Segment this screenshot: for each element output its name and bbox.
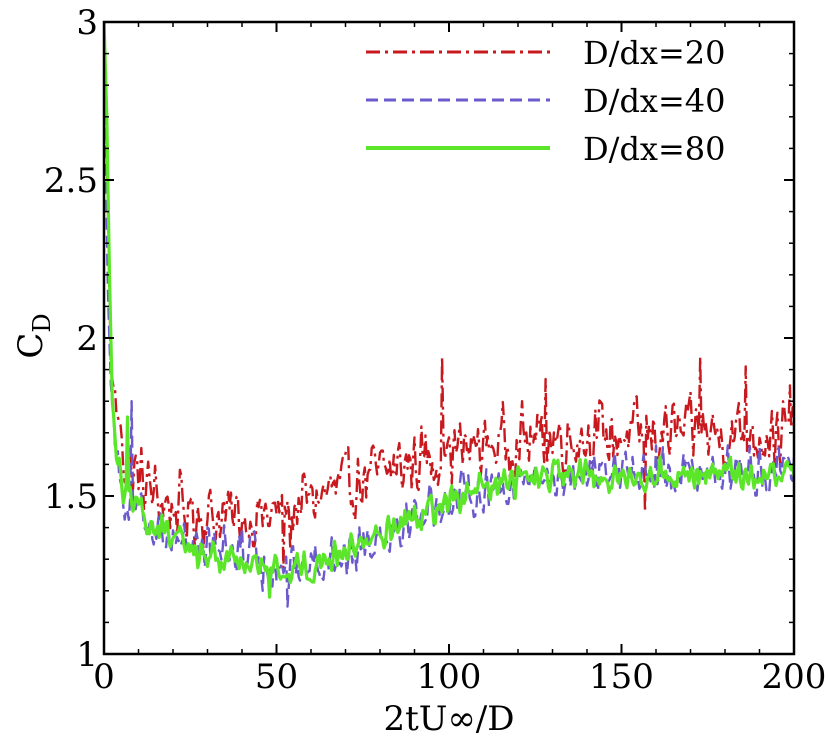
x-axis-title: 2tU∞/D (384, 699, 515, 739)
y-tick-label: 1 (76, 635, 98, 675)
legend-label-1: D/dx=20 (583, 34, 726, 72)
x-tick-label: 150 (589, 657, 654, 697)
y-axis-title-main: C (11, 333, 51, 359)
x-tick-label: 200 (762, 657, 827, 697)
legend: D/dx=20 D/dx=40 D/dx=80 (366, 34, 726, 168)
legend-label-3: D/dx=80 (583, 130, 726, 168)
x-tick-label: 100 (417, 657, 482, 697)
y-axis-title: CD (11, 313, 56, 358)
y-tick-label: 2 (76, 319, 98, 359)
legend-label-2: D/dx=40 (583, 82, 726, 120)
x-tick-label: 50 (255, 657, 298, 697)
series-layer (104, 22, 794, 608)
y-axis-title-subscript: D (28, 313, 56, 332)
y-tick-label: 2.5 (44, 161, 98, 201)
svg-text:CD: CD (11, 313, 56, 358)
y-tick-label: 3 (76, 3, 98, 43)
tick-layer: 0 50 100 150 200 1 1.5 2 2.5 3 (44, 3, 827, 697)
series-line-1 (104, 22, 794, 570)
y-tick-label: 1.5 (44, 477, 98, 517)
x-tick-label: 0 (93, 657, 115, 697)
series-line-3 (104, 22, 794, 599)
